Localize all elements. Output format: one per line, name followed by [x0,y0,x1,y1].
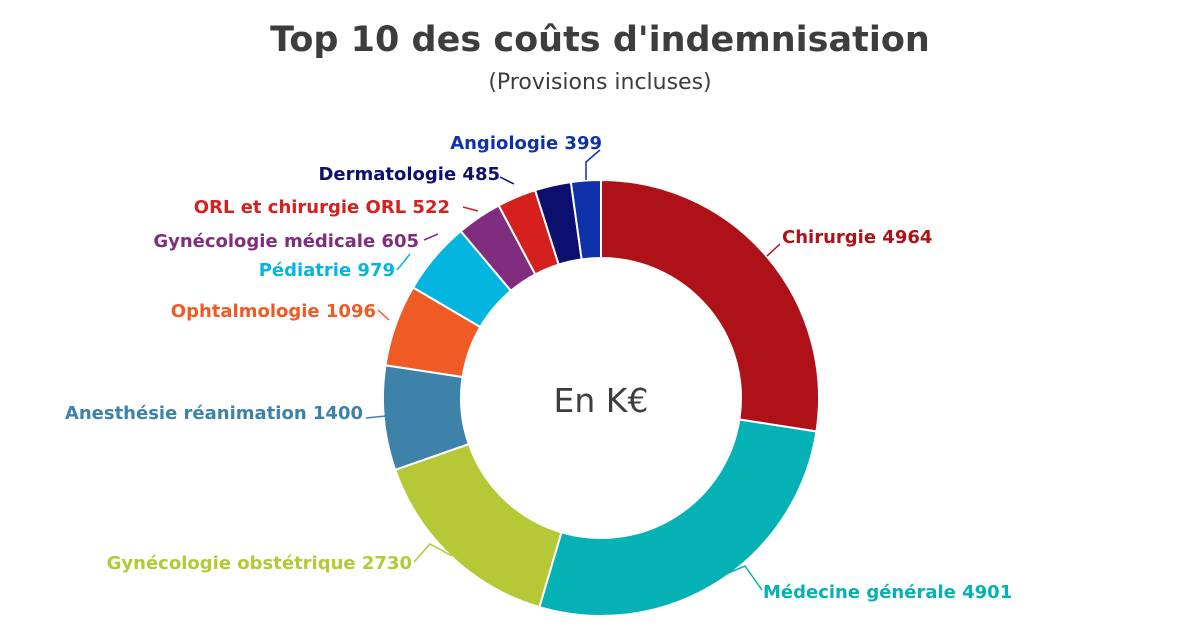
donut-slices [382,178,820,617]
slice-m-decine-g-n-rale [538,418,818,617]
data-label: Médecine générale 4901 [763,582,1012,603]
data-label: Gynécologie médicale 605 [153,231,419,252]
leader-line [377,309,390,321]
center-label: En K€ [554,381,649,420]
data-label: ORL et chirurgie ORL 522 [194,197,450,218]
leader-line [585,149,601,180]
data-labels: Chirurgie 4964 Médecine générale 4901 Gyné… [65,133,1012,603]
leader-lines [365,149,781,591]
leader-line [396,253,411,271]
slice-angiologie [569,178,602,261]
chart-subtitle: (Provisions incluses) [488,70,712,95]
data-label: Gynécologie obstétrique 2730 [107,553,412,574]
leader-line [766,243,781,257]
data-label: Pédiatrie 979 [259,260,395,281]
slice-chirurgie [600,178,820,433]
slice-gyn-cologie-obst-trique [393,442,563,609]
data-label: Angiologie 399 [450,133,602,154]
leader-line [413,543,453,563]
data-label: Ophtalmologie 1096 [171,301,376,322]
leader-line [365,415,387,419]
chart-title: Top 10 des coûts d'indemnisation [270,20,930,60]
data-label: Anesthésie réanimation 1400 [65,403,363,424]
leader-line [423,233,439,241]
data-label: Chirurgie 4964 [782,227,932,248]
data-label: Dermatologie 485 [318,164,500,185]
leader-line [462,206,479,212]
leader-line [499,176,515,185]
leader-line [715,565,763,591]
